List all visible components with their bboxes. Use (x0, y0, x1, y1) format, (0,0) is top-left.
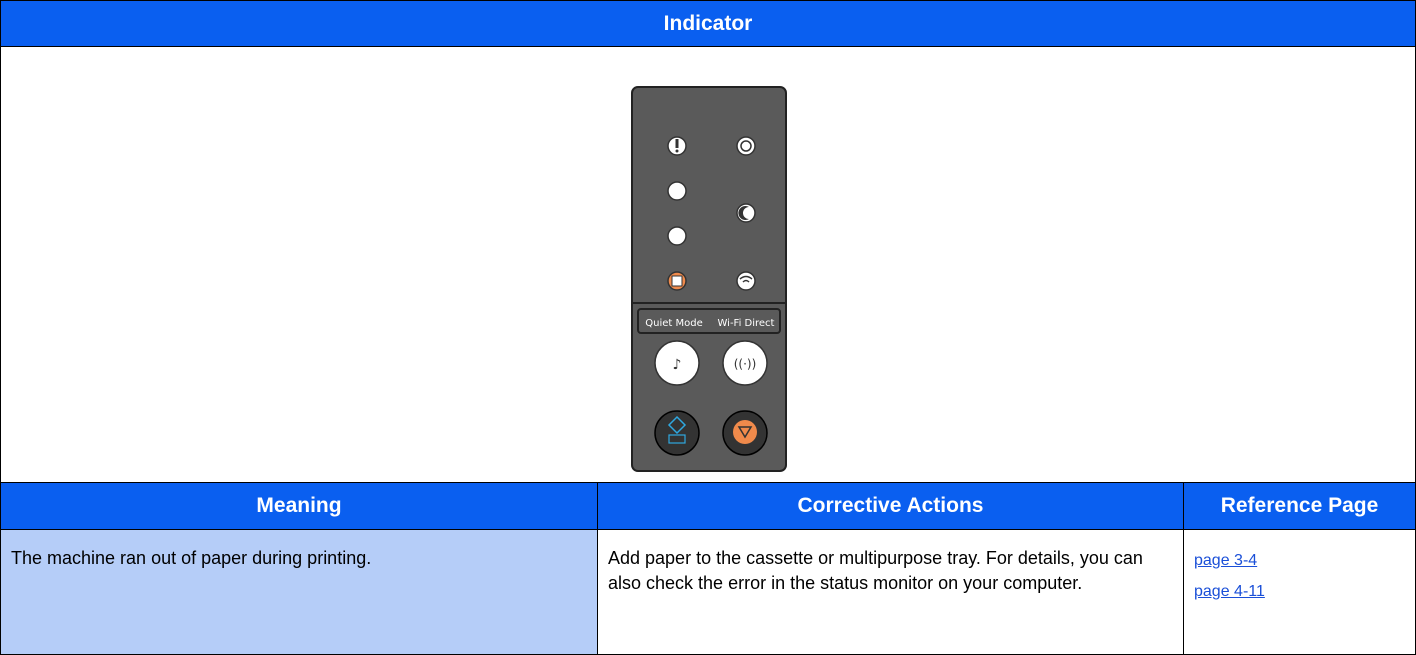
panel-label: Quiet Mode (645, 318, 703, 329)
page-link[interactable]: page 3-4 (1194, 552, 1258, 569)
action-cell: Add paper to the cassette or multipurpos… (597, 529, 1184, 655)
panel-label: Wi-Fi Direct (718, 318, 775, 329)
column-header: Corrective Actions (597, 482, 1184, 530)
svg-text:((·)): ((·)) (734, 357, 757, 371)
svg-text:♪: ♪ (673, 357, 682, 373)
reference-cell: page 3-4 page 4-11 (1183, 529, 1416, 655)
column-header: Reference Page (1183, 482, 1416, 530)
indicator-header: Indicator (0, 0, 1416, 47)
control-panel: Quiet Mode Wi-Fi Direct ♪ ((·)) (631, 86, 787, 472)
page-link[interactable]: page 4-11 (1194, 583, 1265, 600)
meaning-cell: The machine ran out of paper during prin… (0, 529, 598, 655)
column-header: Meaning (0, 482, 598, 530)
indicator-image-cell: Quiet Mode Wi-Fi Direct ♪ ((·)) (0, 46, 1416, 483)
